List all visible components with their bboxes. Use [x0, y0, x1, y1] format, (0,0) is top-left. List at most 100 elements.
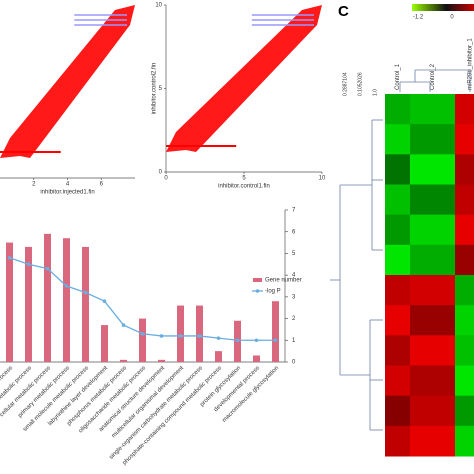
heatmap-cell	[455, 275, 474, 306]
colorbar-label: 0	[450, 15, 454, 21]
bar	[177, 305, 184, 362]
heatmap-cell	[385, 244, 410, 276]
heatmap-cell	[410, 244, 455, 276]
bar	[196, 305, 203, 362]
heatmap-cell	[455, 94, 474, 125]
heatmap-cell	[385, 214, 410, 246]
heatmap-cell	[455, 214, 474, 246]
bar	[82, 246, 89, 362]
y-tick-label: 0	[159, 170, 163, 176]
heatmap-cell	[385, 184, 410, 216]
point-cloud	[0, 5, 135, 158]
column-label: miR29b_inhibitor_1	[468, 38, 474, 90]
heatmap-cell	[455, 305, 474, 336]
line-point	[83, 290, 88, 295]
heatmap-cell	[410, 154, 455, 185]
bar	[25, 246, 32, 362]
dendrogram-scale-label: 1.0	[372, 89, 378, 96]
line-point	[273, 338, 278, 343]
heatmap-cell	[410, 94, 455, 125]
heatmap-cell	[385, 124, 410, 155]
heatmap-cell	[410, 275, 455, 306]
y2-tick-label: 4	[292, 273, 296, 279]
dendrogram-scale-label: 0.1052026	[357, 72, 363, 96]
y2-tick-label: 3	[292, 294, 296, 300]
heatmap-cell	[385, 335, 410, 366]
x-tick-label: 0	[164, 176, 168, 182]
line-point	[26, 262, 31, 267]
heatmap-cell	[455, 124, 474, 155]
heatmap-cell	[455, 154, 474, 185]
line-point	[197, 334, 202, 338]
bar	[215, 351, 222, 362]
y2-tick-label: 1	[292, 338, 296, 344]
x-tick-label: 2	[32, 182, 36, 188]
y2-tick-label: 7	[292, 208, 296, 214]
line-point	[178, 334, 183, 338]
heatmap-cell	[455, 335, 474, 366]
bar	[120, 359, 127, 362]
heatmap-cell	[385, 395, 410, 427]
line-point	[254, 338, 259, 343]
heatmap-cell	[455, 425, 474, 457]
x-tick-label: 4	[66, 182, 70, 188]
line-point	[45, 266, 50, 271]
x-axis-label: inhibitor.control1.fin	[218, 184, 270, 190]
line-point	[159, 334, 164, 338]
bar	[158, 359, 165, 362]
colorbar-label: -1.2	[413, 15, 424, 21]
x-tick-label: 10	[319, 176, 326, 182]
heatmap-cell	[385, 94, 410, 125]
heatmap-cell	[385, 275, 410, 306]
line-point	[102, 299, 107, 304]
heatmap-cell	[410, 124, 455, 155]
column-label: Control_1	[395, 63, 401, 90]
heatmap-cell	[455, 395, 474, 427]
heatmap-cell	[410, 425, 455, 457]
heatmap-cell	[455, 184, 474, 216]
bar	[253, 355, 260, 362]
bar	[272, 301, 279, 362]
bar	[63, 238, 70, 362]
heatmap-cell	[410, 335, 455, 366]
dendrogram-scale-label: 0.2887104	[342, 72, 348, 96]
x-tick-label: single-organism carbohydrate metabolic p…	[109, 365, 205, 461]
heatmap-cell	[410, 365, 455, 397]
heatmap-cell	[410, 184, 455, 216]
x-tick-label: multicellular organismal development	[111, 365, 185, 439]
heatmap-cell	[410, 305, 455, 336]
y-tick-label: 5	[159, 86, 163, 92]
x-tick-label: 6	[100, 182, 104, 188]
bar	[44, 233, 51, 362]
heatmap-cell	[455, 365, 474, 397]
column-label: Control_2	[430, 63, 436, 90]
legend-swatch	[253, 278, 262, 282]
line-point	[121, 323, 126, 327]
line-point	[235, 338, 240, 343]
legend-label: -log P	[265, 289, 281, 295]
legend-label: Gene number	[265, 278, 302, 284]
y-axis-label: inhibitor.control2.fin	[152, 63, 158, 115]
bar	[101, 325, 108, 362]
colorbar	[412, 4, 474, 11]
x-tick-label: 5	[242, 176, 246, 182]
y2-tick-label: 0	[292, 360, 296, 366]
heatmap-cell	[385, 305, 410, 336]
line-point	[216, 336, 221, 340]
point-cloud	[166, 5, 322, 152]
line-point	[7, 255, 12, 260]
heatmap-cell	[410, 395, 455, 427]
heatmap-cell	[385, 365, 410, 397]
heatmap-cell	[410, 214, 455, 246]
line-point	[64, 284, 69, 288]
legend-swatch	[255, 289, 260, 293]
y-tick-label: 10	[155, 3, 162, 9]
y2-tick-label: 2	[292, 316, 296, 322]
bar	[139, 318, 146, 362]
line-point	[140, 331, 145, 336]
heatmap-cell	[385, 154, 410, 185]
heatmap-cell	[455, 244, 474, 276]
panel-label: C	[338, 3, 349, 20]
heatmap-cell	[385, 425, 410, 457]
